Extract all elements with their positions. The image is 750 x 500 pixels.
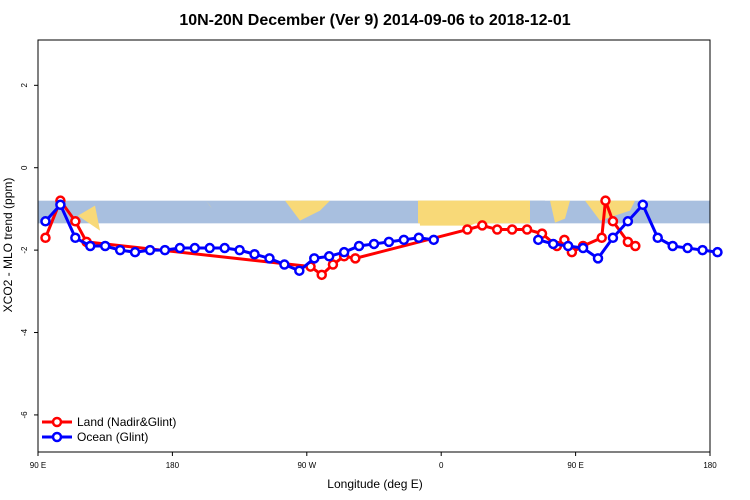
ocean-series-point xyxy=(592,253,604,264)
legend-marker xyxy=(51,431,63,443)
y-tick-label: 2 xyxy=(20,83,29,88)
land-series-point xyxy=(622,236,634,248)
map-ocean-notch xyxy=(530,200,545,223)
y-tick-label: -2 xyxy=(20,246,29,254)
ocean-series-point xyxy=(353,240,365,252)
ocean-series-point xyxy=(398,234,410,246)
ocean-series-point xyxy=(667,240,678,252)
x-tick-label: 0 xyxy=(439,461,444,470)
ocean-series-point xyxy=(129,246,141,258)
land-series-point xyxy=(327,259,339,270)
map-land-1 xyxy=(206,200,212,209)
map-land-4 xyxy=(550,200,570,223)
land-series-point xyxy=(596,232,607,244)
land-series-point xyxy=(40,232,51,244)
legend-label: Land (Nadir&Glint) xyxy=(77,415,176,429)
ocean-series-point xyxy=(309,253,320,264)
chart-title: 10N-20N December (Ver 9) 2014-09-06 to 2… xyxy=(179,12,570,29)
land-series-point xyxy=(506,224,518,235)
x-tick-label: 180 xyxy=(166,461,180,470)
ocean-series-point xyxy=(144,244,156,256)
ocean-series-point xyxy=(547,238,559,250)
land-series-point xyxy=(477,220,488,231)
ocean-series-point xyxy=(323,251,335,262)
ocean-series-point xyxy=(637,199,649,211)
land-series-point xyxy=(316,269,327,281)
ocean-series-point xyxy=(533,234,544,246)
x-tick-label: 90 W xyxy=(297,461,316,470)
land-series-point xyxy=(600,195,611,206)
ocean-series-point xyxy=(368,238,380,250)
ocean-series-point xyxy=(264,253,275,264)
land-series-line xyxy=(44,197,637,277)
land-series-point xyxy=(462,224,473,235)
ocean-series-point xyxy=(712,246,723,258)
ocean-series-point xyxy=(189,242,201,254)
ocean-series-point xyxy=(249,248,260,260)
ocean-series-point xyxy=(40,216,51,227)
ocean-series-point xyxy=(159,244,171,256)
y-axis-label: XCO2 - MLO trend (ppm) xyxy=(1,178,15,313)
ocean-series-point xyxy=(174,242,186,254)
ocean-series-point xyxy=(294,265,305,276)
ocean-series-point xyxy=(607,232,619,244)
ocean-series-point xyxy=(99,240,111,252)
land-series-point xyxy=(630,240,641,252)
ocean-series-point xyxy=(652,232,663,244)
ocean-series-point xyxy=(279,259,290,270)
ocean-series-point xyxy=(428,234,439,246)
land-series-point xyxy=(491,224,503,235)
legend-marker xyxy=(51,416,63,428)
land-series-point xyxy=(521,224,533,235)
ocean-series-point xyxy=(697,244,708,256)
ocean-series-point xyxy=(413,232,425,244)
ocean-series-point xyxy=(55,199,66,211)
x-tick-label: 90 E xyxy=(30,461,46,470)
land-series-point xyxy=(350,253,361,264)
map-land-0 xyxy=(78,205,100,231)
ocean-series-point xyxy=(70,232,81,244)
map-land-africa xyxy=(418,200,530,224)
ocean-series-point xyxy=(85,240,96,252)
y-tick-label: 0 xyxy=(20,165,29,170)
plot-frame xyxy=(37,39,711,453)
map-land-2 xyxy=(285,200,330,221)
ocean-series-point xyxy=(234,244,245,256)
x-axis-label: Longitude (deg E) xyxy=(327,477,422,491)
y-tick-label: -6 xyxy=(20,411,29,419)
ocean-series-point xyxy=(114,244,126,256)
ocean-series-point xyxy=(383,236,395,248)
ocean-series-point xyxy=(682,242,693,254)
y-tick-label: -4 xyxy=(20,328,29,336)
plot-area: 90 E 180 90 W 0 90 E 180 2 0 -2 -4 -6 Land (Nadir&G… xyxy=(20,39,723,470)
x-tick-label: 180 xyxy=(703,461,717,470)
ocean-series-point xyxy=(577,242,589,254)
land-series-point xyxy=(607,216,619,227)
ocean-series-point xyxy=(562,240,574,252)
ocean-series-point xyxy=(622,216,634,227)
ocean-series-point xyxy=(338,246,350,258)
ocean-series-point xyxy=(204,242,215,254)
land-series-point xyxy=(70,216,81,227)
x-tick-label: 90 E xyxy=(567,461,583,470)
ocean-series-point xyxy=(219,242,230,254)
legend-label: Ocean (Glint) xyxy=(77,430,148,444)
